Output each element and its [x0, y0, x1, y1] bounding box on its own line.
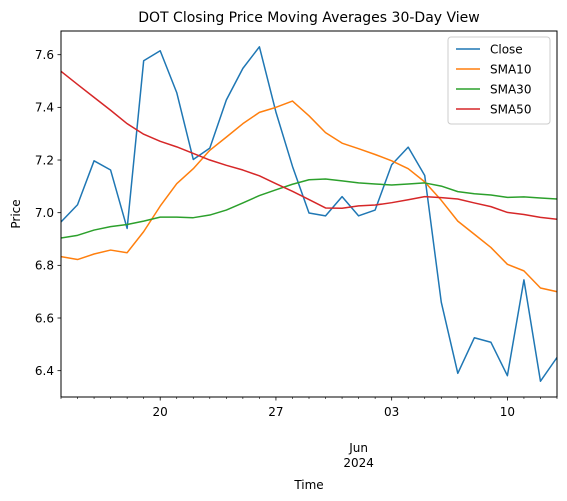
x-tick-label: 20: [153, 405, 168, 419]
y-tick-label: 6.4: [35, 364, 54, 378]
y-tick-label: 6.8: [35, 259, 54, 273]
x-year-label: 2024: [343, 456, 374, 470]
legend-label-sma30: SMA30: [490, 82, 531, 96]
y-tick-label: 6.6: [35, 311, 54, 325]
legend-label-sma10: SMA10: [490, 62, 531, 76]
legend-label-close: Close: [490, 42, 523, 56]
y-tick-label: 7.0: [35, 206, 54, 220]
y-tick-label: 7.6: [35, 48, 54, 62]
legend: Close SMA10 SMA30 SMA50: [448, 37, 550, 124]
x-tick-label: 27: [268, 405, 283, 419]
x-month-label: Jun: [348, 441, 368, 455]
y-tick-label: 7.4: [35, 101, 54, 115]
y-tick-label: 7.2: [35, 153, 54, 167]
x-tick-label: 10: [500, 405, 515, 419]
x-tick-label: 03: [384, 405, 399, 419]
x-axis-title: Time: [293, 478, 323, 492]
legend-label-sma50: SMA50: [490, 102, 531, 116]
chart-title: DOT Closing Price Moving Averages 30-Day…: [138, 10, 479, 26]
y-axis-title: Price: [9, 199, 23, 228]
